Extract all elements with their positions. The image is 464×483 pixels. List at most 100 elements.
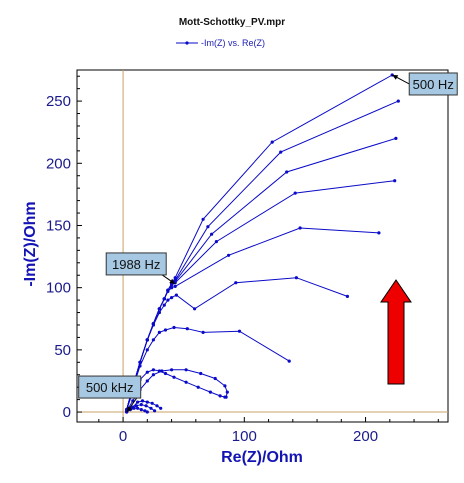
data-point [150,401,154,405]
data-point [396,99,400,103]
data-point [170,286,174,290]
data-point [160,369,164,373]
data-point [172,325,176,330]
data-point [196,385,200,389]
data-point [145,370,149,374]
data-point [145,338,149,342]
data-point [293,191,297,195]
plot-area [76,69,449,423]
data-point [223,384,227,388]
data-point [174,293,178,297]
x-tick-label: 0 [119,428,127,445]
annotation-arrowhead [126,406,132,413]
y-tick-label: 100 [46,280,71,297]
data-point [145,410,149,414]
data-point [279,150,283,154]
data-point [151,368,155,372]
data-point [225,390,229,394]
zero-lines [77,70,448,422]
data-point [145,379,149,383]
data-point [151,323,155,327]
data-point [394,136,398,140]
data-point [218,394,222,398]
data-point [151,373,155,377]
data-point [170,296,174,300]
y-axis-ticks: 0 50 100 150 200 250 [46,75,82,421]
series-line [126,180,395,410]
data-point [138,364,142,368]
data-point [170,368,174,372]
chart-title: Mott-Schottky_PV.mpr [179,17,285,28]
data-point [294,276,298,280]
data-point [162,303,166,307]
data-point [149,406,153,410]
x-axis-ticks: 0 100 200 [98,417,439,445]
annotation-box [78,375,142,399]
data-point [208,390,212,394]
series-line [126,277,348,410]
data-point [136,406,140,410]
annotation-label: 1988 Hz [112,257,160,272]
data-point [201,330,205,334]
series-1 [125,73,394,412]
data-point [213,376,217,381]
x-axis-label: Re(Z)/Ohm [221,449,303,466]
x-tick-label: 200 [353,428,378,445]
data-point [201,217,205,221]
data-point [145,400,149,404]
series-layer [125,73,400,414]
data-point [132,406,136,410]
annotation-1: 500 Hz [391,72,458,96]
legend: -Im(Z) vs. Re(Z) [176,38,265,48]
y-tick-label: 250 [46,93,71,110]
data-point [143,409,147,413]
data-point [139,403,143,407]
legend-marker [185,41,189,45]
data-point [345,294,349,298]
annotation-label: 500 kHz [86,380,134,395]
annotation-label: 500 Hz [413,77,454,92]
data-point [170,283,174,287]
data-point [155,404,159,408]
data-point [224,395,228,399]
data-point [145,348,149,352]
data-point [377,231,381,235]
data-point [166,298,170,302]
data-point [214,240,218,244]
annotation-box [408,72,458,96]
data-point [287,359,291,363]
annotations-layer: 500 Hz 1988 Hz 500 kHz [78,72,458,413]
data-point [184,380,188,384]
data-point [237,329,242,333]
series-line [126,74,393,410]
data-point [144,404,148,408]
data-point [140,399,145,403]
data-point [184,368,188,372]
annotation-3: 500 kHz [78,375,142,413]
annotation-arrowhead [169,278,176,284]
series-7 [125,325,291,412]
data-point [285,170,289,174]
data-point [151,338,155,342]
data-point [163,328,168,332]
data-point [210,232,214,236]
data-point [157,310,161,315]
data-point [172,375,176,379]
red-up-arrow [380,279,412,385]
data-point [136,400,140,404]
y-tick-label: 50 [54,342,71,359]
legend-label: -Im(Z) vs. Re(Z) [201,38,265,48]
series-line [126,137,397,410]
x-tick-label: 100 [232,428,257,445]
data-point [270,140,274,144]
y-tick-label: 200 [46,155,71,172]
y-tick-label: 0 [63,404,71,421]
data-point [163,371,168,376]
series-6 [125,276,349,412]
data-point [227,253,231,257]
data-point [173,284,177,288]
data-point [159,406,163,410]
data-point [153,409,157,413]
data-point [185,327,189,331]
